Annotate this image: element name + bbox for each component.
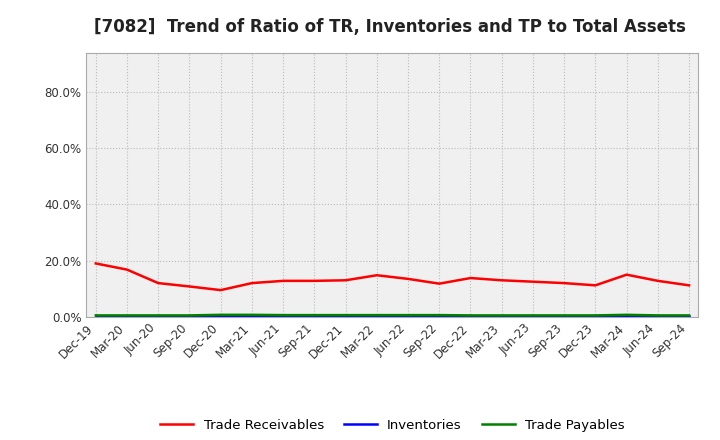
Trade Receivables [591,283,600,288]
Trade Payables [435,312,444,318]
Trade Receivables [498,278,506,283]
Trade Payables [654,313,662,318]
Trade Payables [279,312,287,318]
Inventories [279,314,287,319]
Inventories [372,314,381,319]
Trade Receivables [622,272,631,277]
Inventories [622,314,631,319]
Trade Receivables [248,280,256,286]
Inventories [685,314,693,319]
Trade Receivables [341,278,350,283]
Trade Payables [560,313,569,318]
Legend: Trade Receivables, Inventories, Trade Payables: Trade Receivables, Inventories, Trade Pa… [155,413,630,437]
Trade Receivables [216,287,225,293]
Inventories [185,314,194,319]
Trade Receivables [372,273,381,278]
Inventories [435,314,444,319]
Trade Receivables [685,283,693,288]
Trade Payables [154,313,163,318]
Trade Payables [466,313,474,318]
Trade Payables [528,313,537,318]
Trade Payables [310,312,319,318]
Trade Receivables [560,280,569,286]
Text: [7082]  Trend of Ratio of TR, Inventories and TP to Total Assets: [7082] Trend of Ratio of TR, Inventories… [94,18,685,36]
Trade Receivables [279,278,287,283]
Inventories [498,314,506,319]
Trade Payables [341,312,350,318]
Inventories [560,314,569,319]
Trade Receivables [310,278,319,283]
Inventories [404,314,413,319]
Trade Receivables [91,261,100,266]
Inventories [528,314,537,319]
Trade Receivables [466,275,474,281]
Inventories [591,314,600,319]
Line: Trade Receivables: Trade Receivables [96,264,689,290]
Trade Payables [591,313,600,318]
Inventories [154,314,163,319]
Trade Receivables [435,281,444,286]
Inventories [310,314,319,319]
Inventories [216,314,225,319]
Inventories [654,314,662,319]
Trade Payables [498,313,506,318]
Inventories [248,314,256,319]
Trade Receivables [122,267,131,272]
Trade Payables [185,313,194,318]
Trade Receivables [185,284,194,289]
Trade Receivables [528,279,537,284]
Inventories [122,314,131,319]
Trade Receivables [404,276,413,282]
Trade Payables [622,312,631,318]
Trade Payables [372,312,381,318]
Trade Payables [216,312,225,318]
Inventories [91,314,100,319]
Inventories [341,314,350,319]
Trade Payables [122,313,131,318]
Trade Receivables [654,278,662,283]
Trade Receivables [154,280,163,286]
Trade Payables [91,313,100,318]
Trade Payables [685,313,693,318]
Trade Payables [248,312,256,318]
Inventories [466,314,474,319]
Trade Payables [404,312,413,318]
